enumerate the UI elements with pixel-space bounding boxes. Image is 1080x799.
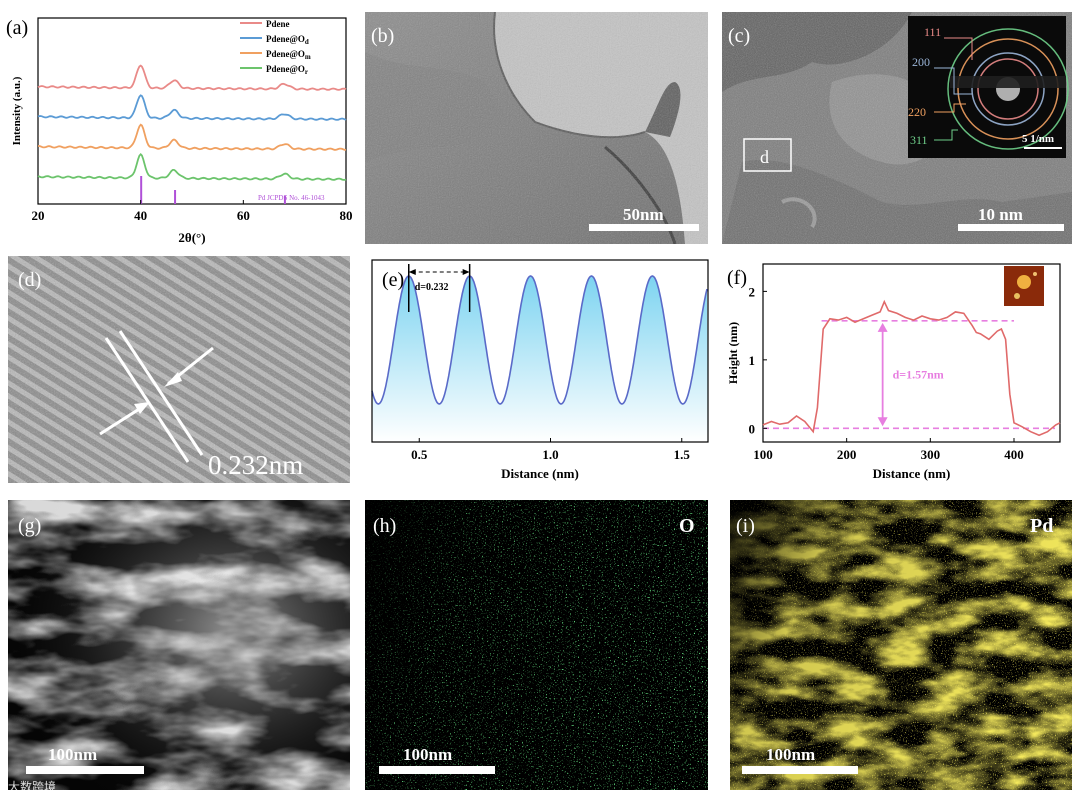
panel-h-o-map: 100nm (h) O: [365, 500, 708, 790]
afm-ytick-1: 1: [749, 353, 756, 368]
profile-xlabel: Distance (nm): [501, 466, 579, 481]
saed-ring-200: 200: [912, 55, 930, 69]
saed-ring-311: 311: [910, 133, 928, 147]
panel-g-haadf: 100nm (g): [8, 500, 350, 790]
panel-a-xrd: (a) Pdene Pdene@Od Pdene@Om Pdene@Or Pd JCPDS…: [0, 0, 360, 252]
saed-scale: 5 1/nm: [1022, 133, 1054, 145]
profile-annotation: d=0.232: [415, 282, 449, 293]
legend-entry-2: Pdene@Om: [266, 49, 311, 61]
line-profile-chart: d=0.232 0.5 1.0 1.5 Distance (nm) (e): [371, 259, 709, 481]
xrd-xtick-0: 20: [32, 208, 45, 223]
scalebar-g-text: 100nm: [48, 745, 97, 764]
lattice-spacing: 0.232nm: [208, 450, 303, 480]
panel-d-label: (d): [18, 269, 41, 291]
scalebar-c-text: 10 nm: [978, 205, 1023, 224]
profile-axes-frame: [371, 259, 709, 443]
afm-xtick-0: 100: [753, 447, 773, 462]
panel-b-label: (b): [371, 25, 394, 47]
legend-entry-1: Pdene@Od: [266, 34, 309, 46]
panel-f-afm: d=1.57nm 100 200 300 400 0 1 2 Distance (nm) Heig…: [715, 252, 1080, 492]
afm-axes-frame: [762, 263, 1061, 443]
ref-label: Pd JCPDS No. 46-1043: [258, 194, 325, 202]
afm-xtick-1: 200: [837, 447, 857, 462]
afm-annotation: d=1.57nm: [893, 368, 944, 382]
xrd-series-3: [37, 153, 347, 181]
xrd-xtick-3: 80: [340, 208, 353, 223]
panel-c-label: (c): [728, 25, 750, 47]
scalebar-c: [958, 224, 1064, 231]
region-box-label: d: [760, 147, 769, 167]
afm-ylabel: Height (nm): [726, 322, 740, 384]
panel-e-label: (e): [382, 269, 404, 291]
panel-a-label: (a): [6, 17, 28, 39]
afm-height-line: [762, 299, 1061, 437]
saed-inset: 111 200 220 311 5 1/nm: [908, 16, 1069, 158]
panel-i-pd-map: 100nm (i) Pd: [730, 500, 1072, 790]
profile-xtick-2: 1.5: [674, 447, 691, 462]
panel-c-hrtem: d 111 200 220 311 5 1/nm 10 nm (c): [722, 12, 1072, 244]
xrd-series-1: [37, 94, 347, 121]
afm-xlabel: Distance (nm): [873, 466, 951, 481]
afm-xtick-3: 400: [1004, 447, 1024, 462]
xrd-chart: (a) Pdene Pdene@Od Pdene@Om Pdene@Or Pd JCPDS…: [6, 17, 353, 245]
profile-line: [371, 275, 708, 405]
eds-map-pd: 100nm (i) Pd: [730, 500, 1072, 790]
legend-entry-0: Pdene: [266, 19, 290, 29]
scalebar-b-text: 50nm: [623, 205, 664, 224]
panel-i-label: (i): [736, 515, 755, 537]
scalebar-b: [589, 224, 699, 231]
xrd-ylabel: Intensity (a.u.): [11, 76, 23, 145]
hrtem-image-c: d 111 200 220 311 5 1/nm 10 nm (c): [722, 12, 1072, 244]
afm-height-chart: d=1.57nm 100 200 300 400 0 1 2 Distance (nm) Heig…: [726, 263, 1061, 481]
eds-map-o: 100nm (h) O: [365, 500, 708, 790]
scalebar-h-text: 100nm: [403, 745, 452, 764]
lattice-image: 0.232nm (d): [8, 256, 350, 483]
xrd-xtick-2: 60: [237, 208, 250, 223]
watermark: 大数跨境: [8, 780, 57, 794]
xrd-series-2: [38, 123, 347, 151]
afm-inset-image: [1004, 266, 1044, 306]
tem-image-b: 50nm (b): [365, 12, 708, 244]
scalebar-i: [742, 766, 858, 774]
haadf-image: 100nm (g): [8, 500, 350, 790]
scalebar-i-text: 100nm: [766, 745, 815, 764]
xrd-xtick-1: 40: [134, 208, 147, 223]
panel-d-lattice: 0.232nm (d): [8, 256, 350, 483]
xrd-axes-frame: [37, 17, 347, 205]
scalebar-g: [26, 766, 144, 774]
xrd-series-0: [37, 64, 347, 91]
afm-ytick-2: 2: [749, 284, 756, 299]
panel-h-label: (h): [373, 515, 396, 537]
element-pd-label: Pd: [1030, 515, 1053, 537]
element-o-label: O: [679, 515, 695, 537]
saed-ring-111: 111: [924, 25, 941, 39]
afm-ytick-0: 0: [749, 421, 756, 436]
panel-f-label: (f): [727, 267, 747, 289]
profile-fill: [372, 276, 708, 442]
scalebar-h: [379, 766, 495, 774]
profile-xtick-0: 0.5: [411, 447, 428, 462]
xrd-xlabel: 2θ(°): [178, 230, 205, 245]
region-box-d: [743, 138, 792, 172]
panel-e-profile: d=0.232 0.5 1.0 1.5 Distance (nm) (e): [360, 252, 715, 492]
panel-b-tem: 50nm (b): [365, 12, 708, 244]
legend-entry-3: Pdene@Or: [266, 64, 308, 76]
profile-xtick-1: 1.0: [542, 447, 558, 462]
afm-xtick-2: 300: [921, 447, 941, 462]
saed-ring-220: 220: [908, 105, 926, 119]
panel-g-label: (g): [18, 515, 41, 537]
